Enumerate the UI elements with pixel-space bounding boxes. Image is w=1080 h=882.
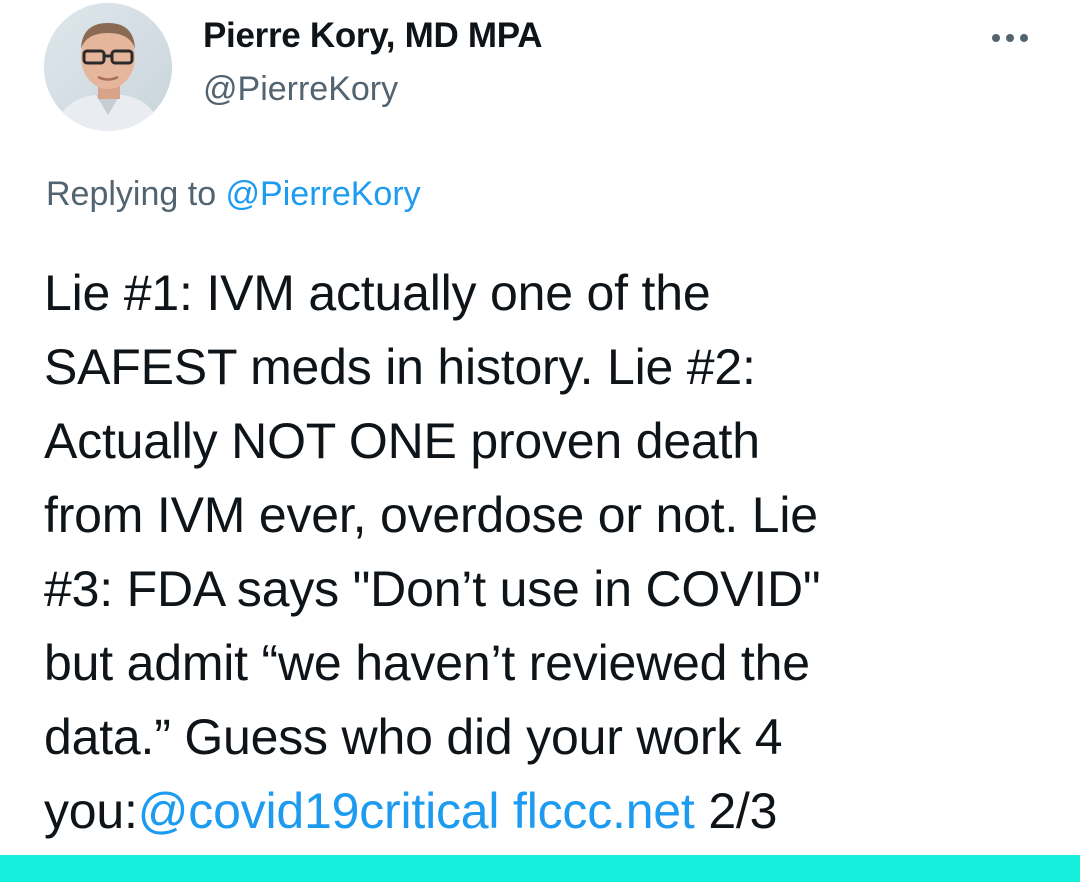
thread-counter: 2/3: [708, 783, 778, 839]
tweet-text-line: Actually NOT ONE proven death: [44, 413, 760, 469]
bottom-color-bar: [0, 855, 1080, 882]
tweet-text-line: #3: FDA says "Don’t use in COVID": [44, 561, 821, 617]
reply-mention-link[interactable]: @PierreKory: [225, 175, 421, 213]
tweet-text-segment: you:: [44, 783, 138, 839]
more-dot: [1020, 34, 1028, 42]
avatar[interactable]: [44, 3, 172, 131]
tweet-card: Pierre Kory, MD MPA @PierreKory Replying…: [44, 3, 1054, 848]
tweet-text-line: data.” Guess who did your work 4: [44, 709, 783, 765]
reply-context-prefix: Replying to: [46, 175, 226, 213]
url-link[interactable]: flccc.net: [513, 783, 695, 839]
more-horizontal-icon[interactable]: [986, 22, 1034, 52]
tweet-text-line: from IVM ever, overdose or not. Lie: [44, 487, 818, 543]
mention-link[interactable]: @covid19critical: [137, 783, 500, 839]
reply-context: Replying to @PierreKory: [46, 175, 421, 214]
tweet-text-line: but admit “we haven’t reviewed the: [44, 635, 810, 691]
tweet-text-line: Lie #1: IVM actually one of the: [44, 265, 711, 321]
tweet-text-line: SAFEST meds in history. Lie #2:: [44, 339, 756, 395]
more-dot: [1006, 34, 1014, 42]
tweet-text: Lie #1: IVM actually one of the SAFEST m…: [44, 256, 1054, 848]
author-handle[interactable]: @PierreKory: [203, 70, 399, 108]
author-display-name[interactable]: Pierre Kory, MD MPA: [203, 16, 543, 55]
more-dot: [992, 34, 1000, 42]
tweet-text-line: you:@covid19critical flccc.net 2/3: [44, 774, 1054, 848]
